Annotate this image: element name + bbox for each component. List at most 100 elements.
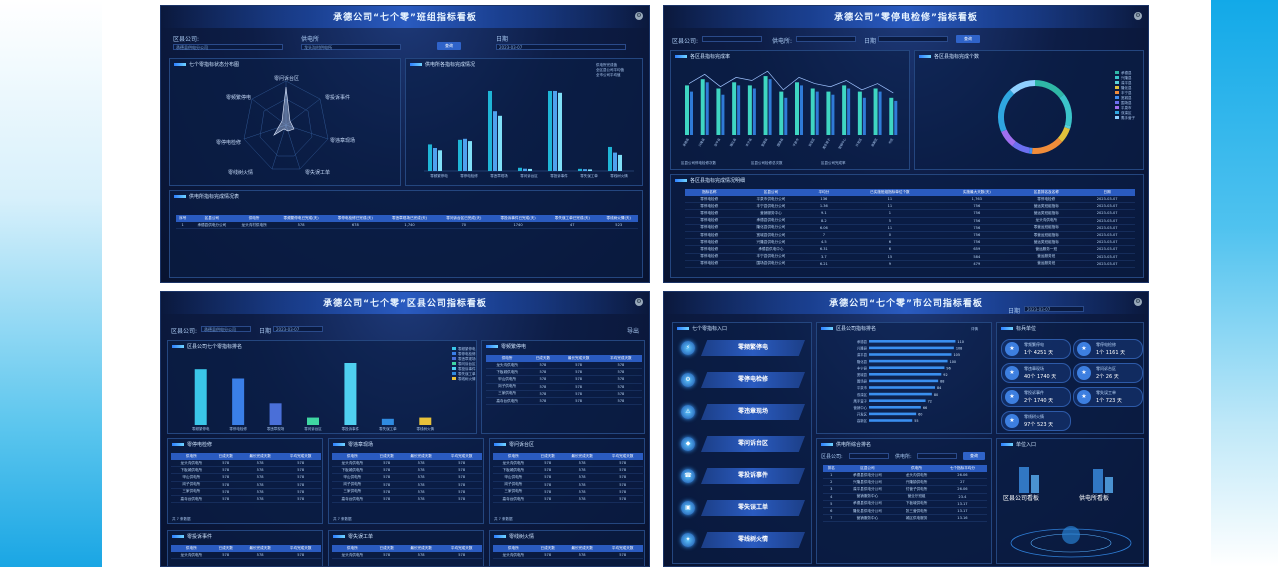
donut-legend-item[interactable]: 围场县 xyxy=(1115,101,1135,106)
table-row[interactable]: 龙头沟供电所 578 578 578 xyxy=(332,460,482,468)
p3-header-3[interactable]: 平均完成天数 xyxy=(441,453,482,460)
p3-header-1[interactable]: 已成天数 xyxy=(211,453,240,460)
table-row[interactable]: 零停电检修 营销服务中心 9.1 1 756 营运类班组指标 2023-03-07 xyxy=(685,209,1135,218)
kpi-item-1[interactable]: ★ 零停电检修 1个 1161 天 xyxy=(1073,339,1143,359)
p3-header-3[interactable]: 平均完成天数 xyxy=(441,545,482,552)
p3-header-2[interactable]: 最长完成天数 xyxy=(239,545,281,552)
kpi-item-3[interactable]: ★ 零问诉台区 2个 26 天 xyxy=(1073,363,1143,383)
p3-header-3[interactable]: 平均完成天数 xyxy=(602,545,643,552)
p3-header-1[interactable]: 已成天数 xyxy=(533,545,562,552)
query-button[interactable]: 查询 xyxy=(437,42,461,50)
table-row[interactable]: 1 承德县供电分公司 龙头沟村供电所 578 678 1,740 70 1740 47 523 xyxy=(176,222,638,230)
p1-header-3[interactable]: 零频繁停电已完成(天) xyxy=(273,215,329,222)
date-picker[interactable]: 2023-03-07 xyxy=(273,326,323,332)
table-row[interactable]: 三家供电所 578 578 578 xyxy=(171,488,321,496)
table-row[interactable]: 下板城供电所 578 578 578 xyxy=(493,466,643,475)
settings-icon[interactable]: ⚙ xyxy=(635,298,643,306)
region-select[interactable]: 承德县供电分公司 xyxy=(201,326,251,332)
table-row[interactable]: 岗子供电所 578 578 578 xyxy=(493,481,643,489)
ranking-legend-item[interactable]: 零停电检修 xyxy=(452,352,476,357)
table-row[interactable]: 甲山供电所 578 578 578 xyxy=(486,375,642,384)
p4-header-3[interactable]: 七个指标平均分 xyxy=(937,465,987,472)
p3-header-2[interactable]: 最长完成天数 xyxy=(561,453,603,460)
nav-item-3[interactable]: 零问诉台区 xyxy=(701,436,805,452)
date-picker[interactable] xyxy=(878,36,948,42)
settings-icon[interactable]: ⚙ xyxy=(1134,12,1142,20)
table-row[interactable]: 甲山供电所 578 578 578 xyxy=(332,473,482,482)
p1-header-2[interactable]: 供电所 xyxy=(234,215,274,222)
p2-header-1[interactable]: 区县公司 xyxy=(733,189,809,196)
donut-legend-item[interactable]: 双滦区 xyxy=(1115,111,1135,116)
unit-select[interactable] xyxy=(796,36,856,42)
unit-rank-query-button[interactable]: 查询 xyxy=(963,452,985,460)
table-row[interactable]: 甲山供电所 578 578 578 xyxy=(171,473,321,482)
table-row[interactable]: 下板城供电所 578 578 578 xyxy=(486,368,642,377)
p3-header-0[interactable]: 供电所 xyxy=(332,545,373,552)
table-row[interactable]: 三家供电所 578 578 578 xyxy=(332,488,482,496)
p3-header-3[interactable]: 平均完成天数 xyxy=(602,453,643,460)
table-row[interactable]: 5 承德县供电分公司 下板城供电所 13.17 xyxy=(823,500,987,508)
table-row[interactable]: 高寺台供电所 578 578 578 xyxy=(171,495,321,504)
table-row[interactable]: 下板城供电所 578 578 578 xyxy=(332,466,482,475)
table-row[interactable]: 岗子供电所 578 578 578 xyxy=(171,481,321,489)
table-row[interactable]: 岗子供电所 578 578 578 xyxy=(486,383,642,391)
kpi-item-6[interactable]: ★ 零线树火情 97个 523 天 xyxy=(1001,411,1071,431)
date-picker[interactable]: 2023-03-07 xyxy=(496,44,626,50)
table-row[interactable]: 零停电检修 丰宁县供电分公司 3.7 15 584 营运服务班 2023-03-07 xyxy=(685,253,1135,261)
p3-header-1[interactable]: 已成天数 xyxy=(533,453,562,460)
p3-header-0[interactable]: 供电所 xyxy=(171,453,212,460)
p4-header-2[interactable]: 供电所 xyxy=(895,465,938,472)
nav-item-5[interactable]: 零失误工单 xyxy=(701,500,805,516)
p2-header-0[interactable]: 指标名称 xyxy=(685,189,734,196)
ranking-legend-item[interactable]: 零违章现场 xyxy=(452,357,476,362)
nav-item-4[interactable]: 零投诉事件 xyxy=(701,468,805,484)
p3-header-2[interactable]: 最长完成天数 xyxy=(239,453,281,460)
nav-item-1[interactable]: 零停电检修 xyxy=(701,372,805,388)
kpi-item-4[interactable]: ★ 零投诉事件 2个 1740 天 xyxy=(1001,387,1071,407)
ranking-legend-item[interactable]: 零失误工单 xyxy=(452,372,476,377)
p3-header-2[interactable]: 最长完成天数 xyxy=(400,453,442,460)
table-row[interactable]: 龙头沟供电所 578 578 578 xyxy=(332,552,482,560)
donut-legend-item[interactable]: 隆化县 xyxy=(1115,86,1135,91)
p3-header-1[interactable]: 已成天数 xyxy=(528,355,558,362)
p4-header-0[interactable]: 排名 xyxy=(823,465,840,472)
table-row[interactable]: 零停电检修 兴隆县供电分公司 4.5 6 756 营运类班组指标 2023-03-07 xyxy=(685,238,1135,247)
unit-rank-unit-select[interactable] xyxy=(917,453,957,459)
nav-item-6[interactable]: 零线树火情 xyxy=(701,532,805,548)
kpi-item-5[interactable]: ★ 零失误工单 1个 723 天 xyxy=(1073,387,1143,407)
p3-header-2[interactable]: 最长完成天数 xyxy=(400,545,442,552)
table-row[interactable]: 零停电检修 围场县供电分公司 6.21 9 479 营运服务班 2023-03-07 xyxy=(685,260,1135,268)
donut-legend-item[interactable]: 鹰手营子 xyxy=(1115,116,1135,121)
p3-header-0[interactable]: 供电所 xyxy=(486,355,529,362)
settings-icon[interactable]: ⚙ xyxy=(1134,298,1142,306)
p2-header-6[interactable]: 日期 xyxy=(1079,189,1135,196)
p2-header-4[interactable]: 实施最大天数(天) xyxy=(940,189,1014,196)
table-row[interactable]: 零停电检修 隆化县供电分公司 6.06 11 756 零营运班组指标 2023-03-07 xyxy=(685,224,1135,232)
p3-header-0[interactable]: 供电所 xyxy=(493,453,534,460)
p1-header-7[interactable]: 零投诉事件已完成(天) xyxy=(490,215,546,222)
p2-header-5[interactable]: 区县排名及名称 xyxy=(1013,189,1080,196)
donut-legend-item[interactable]: 丰宁县 xyxy=(1115,91,1135,96)
region-select[interactable] xyxy=(702,36,762,42)
donut-legend-item[interactable]: 平泉市 xyxy=(1115,106,1135,111)
query-button[interactable]: 查询 xyxy=(956,35,980,43)
unit-dashboard-button[interactable]: 供电所看板 xyxy=(1079,495,1110,502)
table-row[interactable]: 龙头沟供电所 578 578 578 xyxy=(493,460,643,468)
nav-item-0[interactable]: 零频繁停电 xyxy=(701,340,805,356)
table-row[interactable]: 零停电检修 平泉市供电分公司 136 11 1,763 零停电检修 2023-03-07 xyxy=(685,196,1135,204)
ranking-legend-item[interactable]: 零频繁停电 xyxy=(452,347,476,352)
donut-legend-item[interactable]: 宽城县 xyxy=(1115,96,1135,101)
ranking-legend-item[interactable]: 零问诉台区 xyxy=(452,362,476,367)
p1-header-0[interactable]: 序号 xyxy=(176,215,190,222)
ranking-legend-item[interactable]: 零投诉事件 xyxy=(452,367,476,372)
table-row[interactable]: 3 滦平县供电分公司 付营子供电所 26.06 xyxy=(823,485,987,494)
table-row[interactable]: 6 隆化县供电分公司 张三营供电所 13.17 xyxy=(823,507,987,516)
p1-header-5[interactable]: 零违章现场已完成(天) xyxy=(382,215,437,222)
table-row[interactable]: 岗子供电所 578 578 578 xyxy=(332,481,482,489)
p3-header-1[interactable]: 已成天数 xyxy=(372,545,401,552)
p1-header-6[interactable]: 零问诉台区已完成(天) xyxy=(436,215,491,222)
region-select[interactable]: 承德县供电分公司 xyxy=(173,44,283,50)
p3-header-3[interactable]: 平均完成天数 xyxy=(599,355,642,362)
unit-rank-region-select[interactable] xyxy=(849,453,889,459)
donut-legend-item[interactable]: 承德县 xyxy=(1115,71,1135,76)
